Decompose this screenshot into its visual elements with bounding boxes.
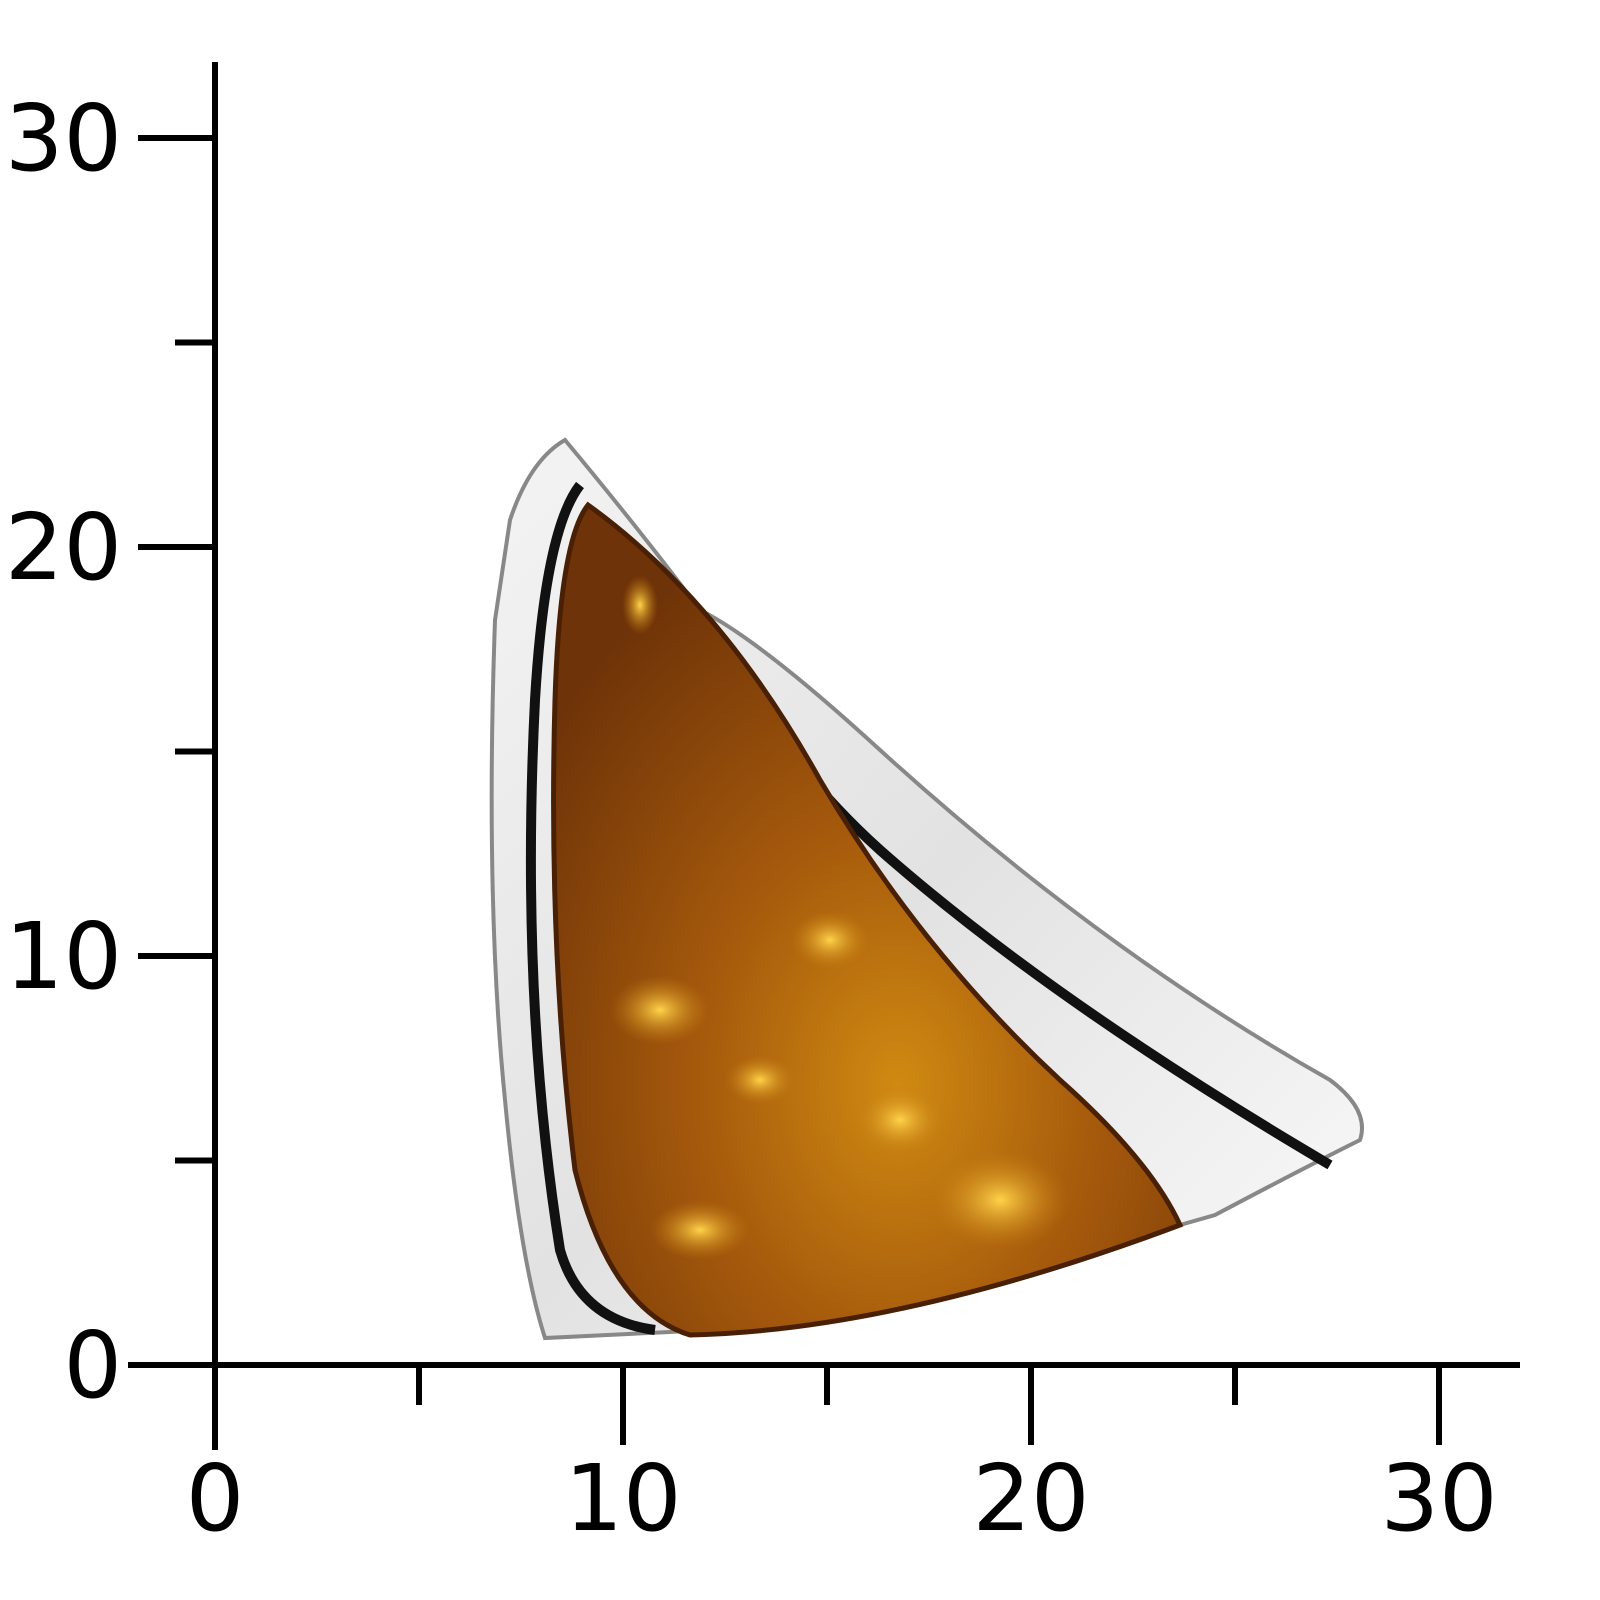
x-tick-label: 10 xyxy=(564,1445,681,1552)
y-tick-label: 30 xyxy=(5,85,122,192)
ticks: 0 10 20 30 0 10 20 30 xyxy=(5,85,1498,1552)
x-tick-label: 0 xyxy=(186,1445,245,1552)
x-tick-label: 30 xyxy=(1380,1445,1497,1552)
x-tick-label: 20 xyxy=(972,1445,1089,1552)
y-tick-label: 10 xyxy=(5,903,122,1010)
pendant xyxy=(489,437,1364,1341)
y-tick-label: 0 xyxy=(63,1312,122,1419)
y-tick-label: 20 xyxy=(5,494,122,601)
